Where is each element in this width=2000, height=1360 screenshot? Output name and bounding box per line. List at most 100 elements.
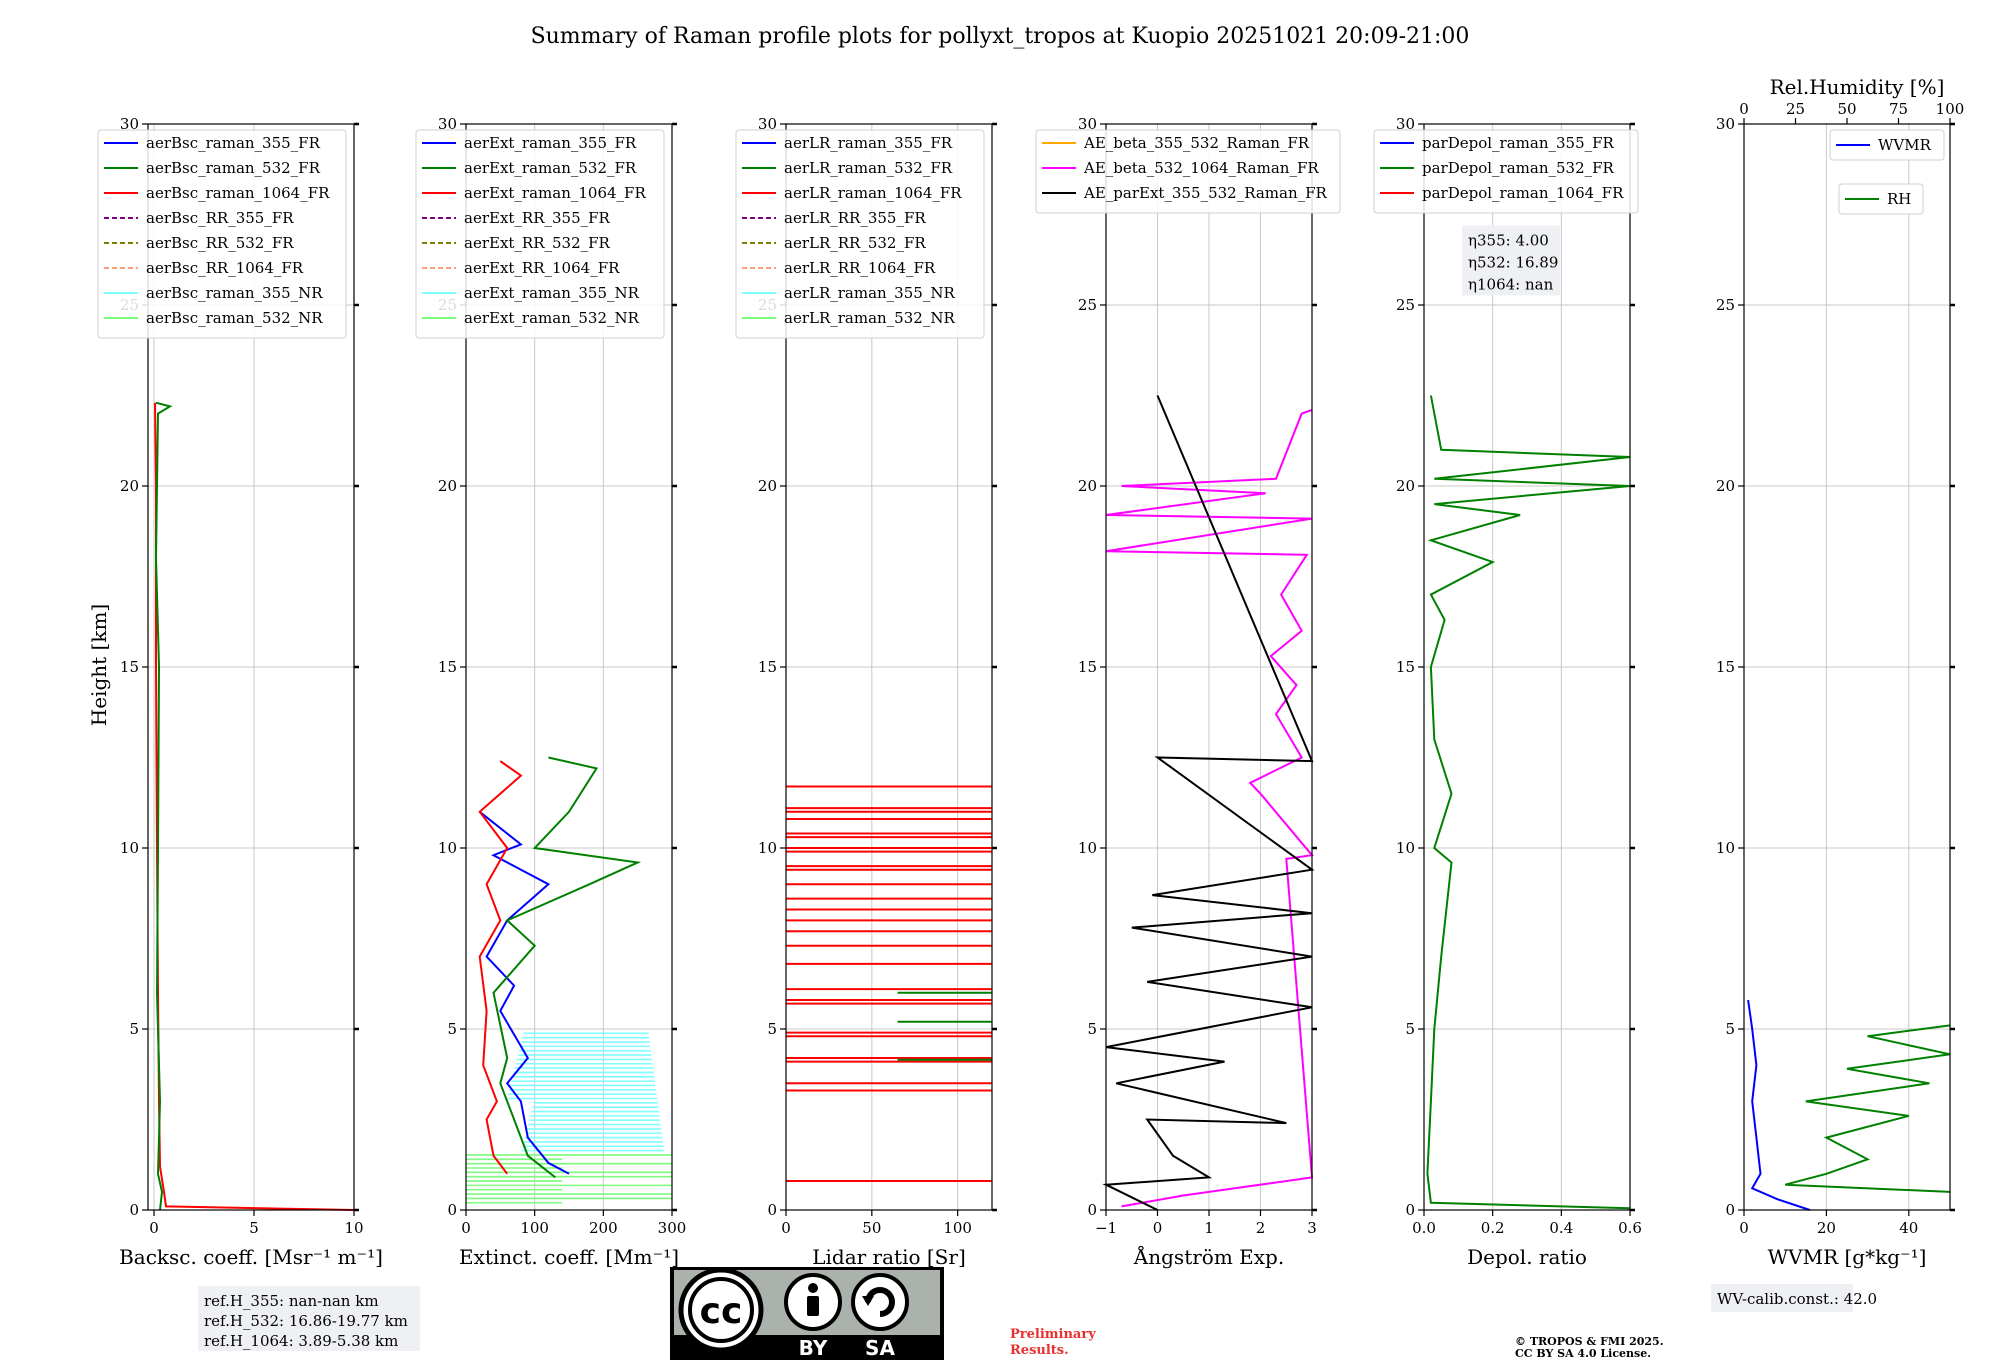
- legend-box: [415, 129, 665, 339]
- x-tick-label: 0: [149, 1219, 159, 1237]
- y-tick-label: 0: [129, 1201, 139, 1219]
- y-tick-label: 30: [1078, 115, 1097, 133]
- y-tick-label: 10: [1396, 839, 1415, 857]
- x-tick-label: 0: [1153, 1219, 1163, 1237]
- legend-box: [735, 129, 985, 339]
- legend-entry: aerLR_RR_532_FR: [784, 234, 926, 252]
- y-tick-label: 30: [1396, 115, 1415, 133]
- y-tick-label: 20: [120, 477, 139, 495]
- legend-entry: AE_parExt_355_532_Raman_FR: [1083, 184, 1328, 202]
- x-tick-label: 2: [1256, 1219, 1266, 1237]
- wv-calib-const: WV-calib.const.: 42.0: [1717, 1290, 1877, 1308]
- y-tick-label: 20: [438, 477, 457, 495]
- y-tick-label: 5: [1725, 1020, 1735, 1038]
- legend-entry: aerExt_raman_532_FR: [464, 159, 637, 177]
- top-tick-label: 75: [1889, 100, 1908, 118]
- panel-lidar_ratio: 051015202530050100Lidar ratio [Sr]aerLR_…: [735, 115, 997, 1269]
- legend-entry: aerBsc_raman_532_FR: [146, 159, 321, 177]
- x-tick-label: 0: [461, 1219, 471, 1237]
- preliminary-line-2: Results.: [1010, 1343, 1069, 1358]
- legend-entry: aerLR_RR_1064_FR: [784, 259, 936, 277]
- x-axis-label: Ångström Exp.: [1133, 1244, 1284, 1269]
- legend-backscatter: aerBsc_raman_355_FR aerBsc_raman_532_FRae…: [97, 129, 347, 339]
- legend-box: [1035, 129, 1341, 214]
- y-tick-label: 20: [1716, 477, 1735, 495]
- y-tick-label: 0: [1725, 1201, 1735, 1219]
- calib-box: WV-calib.const.: 42.0: [1711, 1284, 1877, 1312]
- legend-entry: aerBsc_RR_532_FR: [146, 234, 294, 252]
- x-tick-label: −1: [1095, 1219, 1117, 1237]
- legend-entry: aerBsc_raman_532_NR: [146, 309, 323, 327]
- panel-depol: 0 5 10 15 20 25 30 0.0 0.2 0.4 0.6 Depol. ratio parD…: [1373, 115, 1642, 1269]
- copyright-line-1: © TROPOS & FMI 2025.: [1515, 1335, 1664, 1348]
- panel-extinction: 0510152025300100200300Extinct. coeff. [M…: [415, 115, 687, 1269]
- x-tick-label: 1: [1204, 1219, 1214, 1237]
- x-tick-label: 5: [249, 1219, 259, 1237]
- series-WVMR: [1747, 999, 1811, 1211]
- legend-wvmr: WVMR RH: [1829, 129, 1945, 215]
- x-tick-label: 0.6: [1618, 1219, 1642, 1237]
- y-tick-label: 5: [1087, 1020, 1097, 1038]
- series-AE_beta_532_1064_Raman_FR: [1105, 409, 1314, 1208]
- y-tick-label: 0: [1405, 1201, 1415, 1219]
- cc-license-badge: cc BY SA: [670, 1267, 944, 1360]
- y-tick-label: 10: [1716, 839, 1735, 857]
- share-alike-icon: [851, 1273, 909, 1331]
- legend-entry: aerExt_raman_355_FR: [464, 134, 637, 152]
- legend-entry: aerLR_raman_355_FR: [784, 134, 953, 152]
- ref-height-355: ref.H_355: nan-nan km: [204, 1292, 379, 1310]
- panels: 0510152025300510Backsc. coeff. [Msr⁻¹ m⁻…: [97, 75, 1964, 1269]
- legend-entry: aerLR_raman_532_FR: [784, 159, 953, 177]
- legend-entry: aerExt_raman_355_NR: [464, 284, 640, 302]
- y-tick-label: 30: [120, 115, 139, 133]
- by-label: BY: [799, 1336, 828, 1360]
- x-tick-label: 0.0: [1412, 1219, 1436, 1237]
- y-axis-label: Height [km]: [87, 604, 111, 726]
- cc-letters: cc: [700, 1291, 743, 1332]
- legend-extinction: aerExt_raman_355_FR aerExt_raman_532_FRae…: [415, 129, 665, 339]
- y-tick-label: 20: [1078, 477, 1097, 495]
- x-tick-label: 200: [589, 1219, 618, 1237]
- y-tick-label: 5: [129, 1020, 139, 1038]
- legend-entry: AE_beta_355_532_Raman_FR: [1083, 134, 1310, 152]
- series-aerExt_raman_1064_FR: [478, 760, 523, 1175]
- legend-entry: aerExt_RR_1064_FR: [464, 259, 620, 277]
- copyright-line-2: CC BY SA 4.0 License.: [1515, 1347, 1651, 1360]
- ref-height-box: ref.H_355: nan-nan km ref.H_532: 16.86-1…: [198, 1286, 420, 1351]
- legend-entry: aerBsc_RR_1064_FR: [146, 259, 304, 277]
- legend-depol: parDepol_raman_355_FR parDepol_raman_532_…: [1373, 129, 1639, 214]
- x-tick-label: 3: [1307, 1219, 1317, 1237]
- legend-entry: aerLR_RR_355_FR: [784, 209, 926, 227]
- legend-box: [1829, 129, 1945, 161]
- sa-label: SA: [865, 1336, 895, 1360]
- legend-entry: AE_beta_532_1064_Raman_FR: [1083, 159, 1319, 177]
- legend-box: [97, 129, 347, 339]
- x-axis-label: Extinct. coeff. [Mm⁻¹]: [459, 1245, 679, 1269]
- legend-entry: aerBsc_raman_355_NR: [146, 284, 323, 302]
- y-tick-label: 20: [758, 477, 777, 495]
- legend-entry: aerLR_raman_355_NR: [784, 284, 955, 302]
- legend-entry: aerBsc_raman_1064_FR: [146, 184, 330, 202]
- ref-height-1064: ref.H_1064: 3.89-5.38 km: [204, 1332, 398, 1350]
- y-tick-label: 15: [120, 658, 139, 676]
- y-tick-label: 10: [1078, 839, 1097, 857]
- x-tick-label: 0.2: [1481, 1219, 1505, 1237]
- x-tick-label: 0.4: [1549, 1219, 1573, 1237]
- legend-entry: WVMR: [1878, 136, 1932, 154]
- x-tick-label: 300: [658, 1219, 687, 1237]
- eta-value: η355: 4.00: [1468, 231, 1549, 249]
- y-tick-label: 0: [767, 1201, 777, 1219]
- y-tick-label: 0: [1087, 1201, 1097, 1219]
- x-tick-label: 20: [1817, 1219, 1836, 1237]
- legend-lidar_ratio: aerLR_raman_355_FR aerLR_raman_532_FR aerL…: [735, 129, 985, 339]
- legend-entry: parDepol_raman_532_FR: [1422, 159, 1615, 177]
- top-tick-label: 25: [1786, 100, 1805, 118]
- eta-box-bg: [1462, 225, 1560, 296]
- x-tick-label: 100: [943, 1219, 972, 1237]
- series-parDepol_raman_532_FR: [1426, 395, 1631, 1210]
- legend-angstrom: AE_beta_355_532_Raman_FR AE_beta_532_1064…: [1035, 129, 1341, 214]
- y-tick-label: 5: [1405, 1020, 1415, 1038]
- legend-entry: aerBsc_raman_355_FR: [146, 134, 321, 152]
